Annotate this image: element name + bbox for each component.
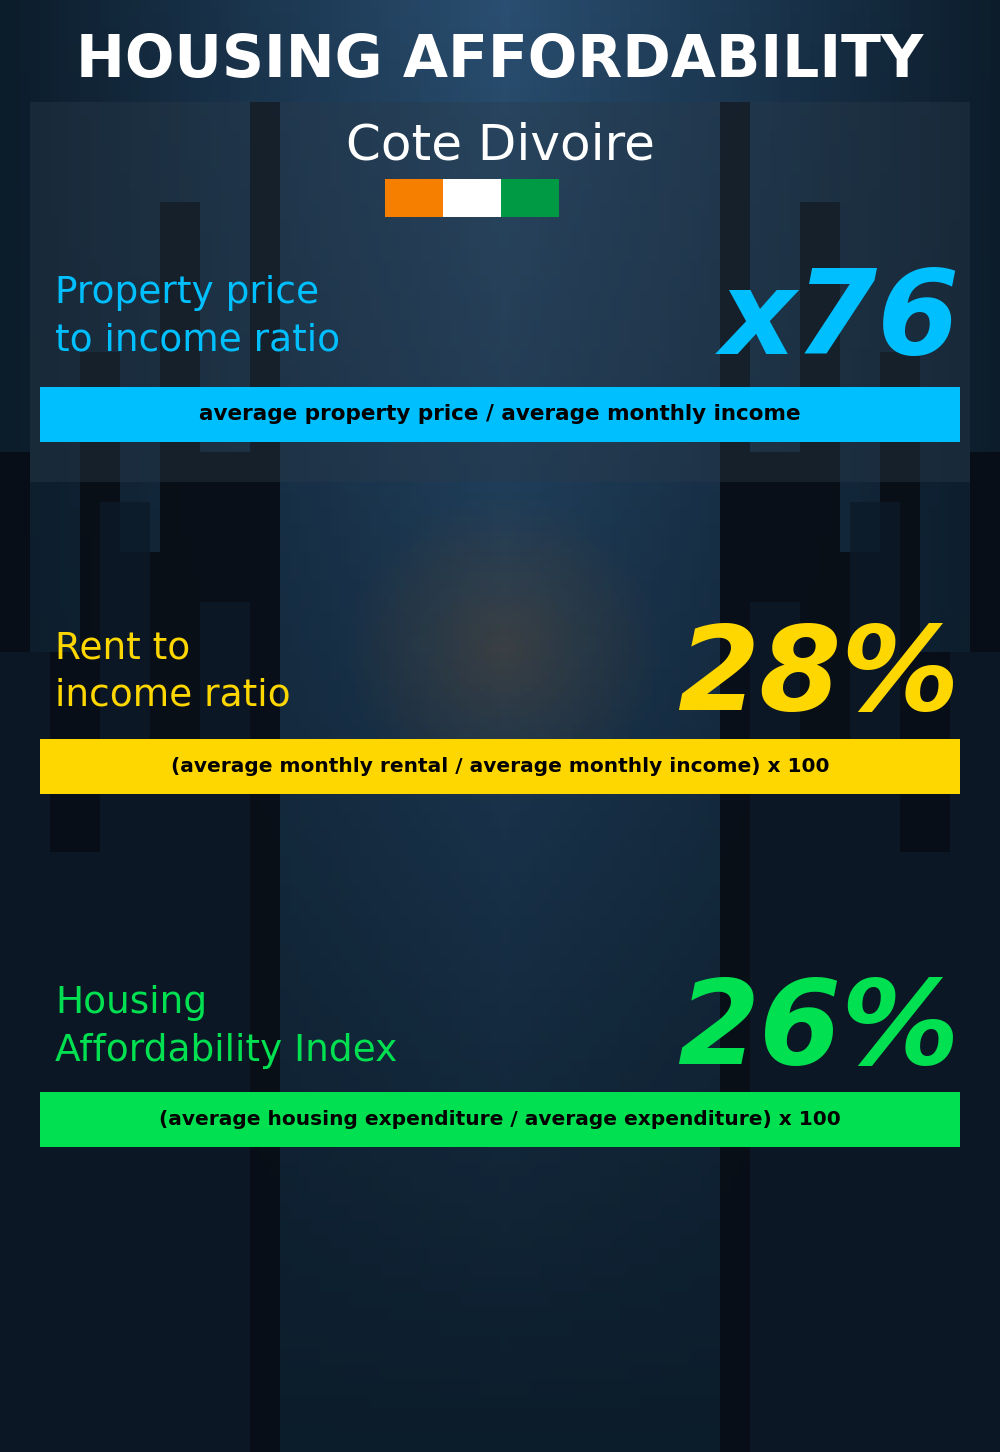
Bar bbox=[501, 179, 559, 216]
Bar bbox=[40, 388, 960, 441]
Bar bbox=[30, 102, 970, 482]
Text: 28%: 28% bbox=[678, 620, 960, 735]
Polygon shape bbox=[0, 502, 250, 1452]
Text: HOUSING AFFORDABILITY: HOUSING AFFORDABILITY bbox=[76, 32, 924, 89]
Polygon shape bbox=[750, 502, 1000, 1452]
Text: x76: x76 bbox=[720, 264, 960, 379]
Text: (average housing expenditure / average expenditure) x 100: (average housing expenditure / average e… bbox=[159, 1109, 841, 1130]
Text: average property price / average monthly income: average property price / average monthly… bbox=[199, 405, 801, 424]
Bar bbox=[443, 179, 501, 216]
Bar bbox=[40, 1092, 960, 1147]
Text: 26%: 26% bbox=[678, 974, 960, 1089]
Text: Property price
to income ratio: Property price to income ratio bbox=[55, 276, 340, 359]
Bar bbox=[385, 179, 443, 216]
Text: Housing
Affordability Index: Housing Affordability Index bbox=[55, 986, 397, 1069]
Text: Rent to
income ratio: Rent to income ratio bbox=[55, 630, 291, 713]
Polygon shape bbox=[0, 102, 280, 1452]
Text: (average monthly rental / average monthly income) x 100: (average monthly rental / average monthl… bbox=[171, 756, 829, 775]
Polygon shape bbox=[720, 102, 1000, 1452]
Text: Cote Divoire: Cote Divoire bbox=[346, 122, 654, 170]
Bar bbox=[40, 739, 960, 794]
